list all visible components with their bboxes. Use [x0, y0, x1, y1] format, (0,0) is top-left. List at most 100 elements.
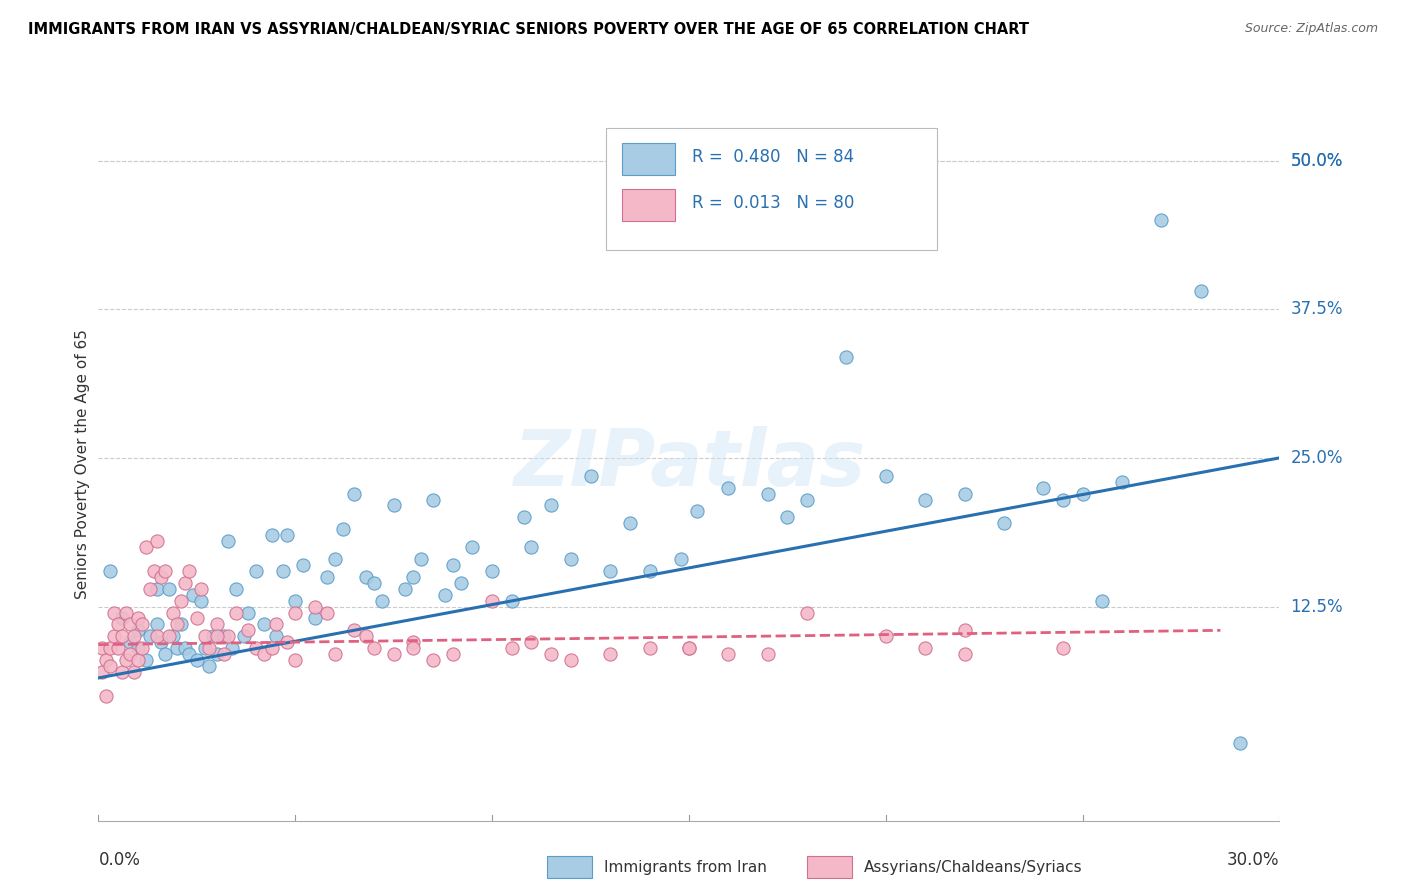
Point	[190, 593, 212, 607]
Point	[363, 575, 385, 590]
Point	[284, 653, 307, 667]
Point	[174, 641, 197, 656]
Point	[253, 647, 276, 661]
Point	[127, 641, 149, 656]
Point	[127, 611, 149, 625]
Point	[135, 540, 157, 554]
Point	[501, 641, 523, 656]
Point	[354, 570, 377, 584]
Point	[91, 665, 114, 679]
Point	[111, 665, 134, 679]
Point	[146, 534, 169, 549]
Point	[115, 653, 138, 667]
Point	[402, 641, 425, 656]
Point	[103, 629, 125, 643]
Point	[776, 510, 799, 524]
Text: Immigrants from Iran: Immigrants from Iran	[605, 860, 766, 874]
Point	[190, 582, 212, 596]
Point	[170, 617, 193, 632]
Point	[638, 564, 661, 578]
Point	[1052, 641, 1074, 656]
Point	[118, 617, 141, 632]
Point	[914, 641, 936, 656]
Point	[150, 635, 173, 649]
Point	[221, 641, 243, 656]
Point	[233, 629, 256, 643]
Point	[127, 653, 149, 667]
Point	[796, 606, 818, 620]
Point	[363, 641, 385, 656]
Point	[107, 641, 129, 656]
FancyBboxPatch shape	[807, 856, 852, 878]
Point	[382, 647, 405, 661]
Point	[260, 641, 283, 656]
Point	[150, 570, 173, 584]
Point	[619, 516, 641, 531]
Point	[1052, 492, 1074, 507]
Point	[155, 647, 177, 661]
Point	[98, 564, 121, 578]
Point	[756, 486, 779, 500]
Point	[115, 606, 138, 620]
Point	[177, 564, 200, 578]
Point	[520, 635, 543, 649]
Point	[875, 468, 897, 483]
Point	[197, 641, 219, 656]
Point	[292, 558, 315, 572]
Point	[127, 624, 149, 638]
Point	[170, 593, 193, 607]
Point	[217, 629, 239, 643]
Point	[579, 468, 602, 483]
Point	[914, 492, 936, 507]
Point	[540, 499, 562, 513]
Point	[214, 629, 236, 643]
Point	[1032, 481, 1054, 495]
Point	[953, 647, 976, 661]
Point	[205, 647, 228, 661]
Point	[205, 617, 228, 632]
Point	[181, 588, 204, 602]
Point	[441, 647, 464, 661]
Point	[111, 629, 134, 643]
Point	[245, 564, 267, 578]
Point	[875, 629, 897, 643]
Point	[560, 653, 582, 667]
Text: 30.0%: 30.0%	[1227, 851, 1279, 869]
Text: R =  0.013   N = 80: R = 0.013 N = 80	[693, 194, 855, 212]
Point	[343, 624, 366, 638]
Point	[512, 510, 534, 524]
Point	[236, 606, 259, 620]
Point	[953, 624, 976, 638]
Point	[315, 570, 337, 584]
Point	[402, 570, 425, 584]
Point	[599, 564, 621, 578]
Point	[450, 575, 472, 590]
Point	[323, 647, 346, 661]
Point	[304, 611, 326, 625]
Point	[520, 540, 543, 554]
Point	[1150, 213, 1173, 227]
Point	[599, 647, 621, 661]
Point	[205, 629, 228, 643]
Point	[107, 617, 129, 632]
Point	[162, 629, 184, 643]
Point	[756, 647, 779, 661]
Point	[142, 564, 165, 578]
Point	[166, 617, 188, 632]
Point	[91, 641, 114, 656]
Point	[96, 689, 118, 703]
Point	[122, 665, 145, 679]
Point	[96, 653, 118, 667]
Point	[273, 564, 295, 578]
Point	[201, 629, 224, 643]
Point	[394, 582, 416, 596]
Point	[371, 593, 394, 607]
Point	[315, 606, 337, 620]
Point	[214, 647, 236, 661]
Point	[422, 653, 444, 667]
Point	[197, 659, 219, 673]
Text: 50.0%: 50.0%	[1291, 152, 1343, 169]
Point	[225, 582, 247, 596]
Point	[343, 486, 366, 500]
Text: Assyrians/Chaldeans/Syriacs: Assyrians/Chaldeans/Syriacs	[863, 860, 1083, 874]
